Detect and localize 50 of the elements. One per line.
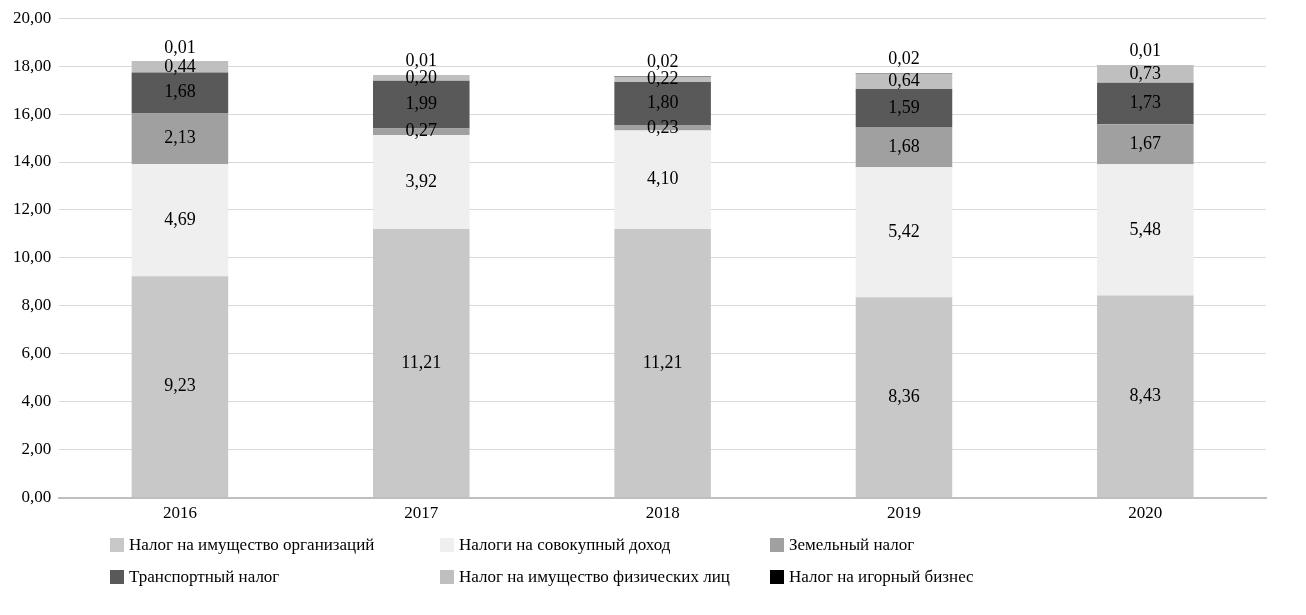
y-tick-label: 8,00	[21, 295, 52, 315]
data-label: 8,43	[1129, 385, 1162, 406]
legend-label: Налог на имущество организаций	[129, 535, 375, 555]
data-label: 1,68	[164, 81, 196, 102]
data-label: 1,99	[405, 93, 438, 114]
y-tick-label: 12,00	[13, 199, 52, 219]
y-tick-label: 2,00	[21, 439, 52, 459]
data-label: 1,59	[888, 96, 920, 117]
data-label: 4,10	[646, 168, 679, 189]
data-label: 0,73	[1129, 62, 1162, 83]
x-tick-label: 2017	[404, 503, 439, 523]
y-tick-label: 4,00	[21, 391, 52, 411]
data-label: 9,23	[164, 375, 196, 396]
y-tick-label: 18,00	[13, 55, 52, 75]
y-tick-label: 0,00	[21, 487, 52, 507]
legend-label: Налоги на совокупный доход	[459, 535, 671, 555]
x-tick-label: 2016	[162, 503, 197, 523]
data-label: 0,23	[646, 116, 679, 137]
data-label: 8,36	[888, 385, 920, 406]
y-tick-label: 6,00	[21, 343, 52, 363]
data-label: 0,01	[405, 50, 438, 71]
x-tick-label: 2018	[645, 503, 680, 523]
legend-label: Транспортный налог	[129, 567, 280, 587]
x-tick-label: 2020	[1128, 503, 1163, 523]
y-tick-label: 14,00	[13, 151, 52, 171]
data-label: 3,92	[405, 170, 438, 191]
data-label: 1,68	[888, 135, 920, 156]
data-label: 1,80	[646, 92, 679, 113]
y-tick-label: 10,00	[13, 247, 52, 267]
data-label: 0,44	[164, 56, 196, 77]
data-label: 2,13	[164, 127, 196, 148]
data-label: 0,01	[1129, 39, 1162, 60]
data-label: 0,27	[405, 120, 438, 141]
data-label: 0,01	[164, 36, 196, 57]
legend-label: Налог на имущество физических лиц	[459, 567, 730, 587]
data-label: 0,02	[646, 50, 679, 71]
legend-label: Налог на игорный бизнес	[789, 567, 974, 587]
y-tick-label: 16,00	[13, 103, 52, 123]
data-label: 4,69	[164, 208, 196, 229]
data-label: 0,64	[888, 69, 920, 90]
data-label: 11,21	[401, 351, 442, 372]
data-label: 0,02	[888, 47, 920, 68]
data-label: 1,67	[1129, 132, 1162, 153]
data-label: 11,21	[642, 351, 683, 372]
y-tick-label: 20,00	[13, 7, 52, 27]
legend-label: Земельный налог	[789, 535, 915, 555]
data-label: 5,48	[1129, 218, 1162, 239]
data-label: 5,42	[888, 220, 920, 241]
x-tick-label: 2019	[886, 503, 921, 523]
data-label: 1,73	[1129, 92, 1162, 113]
